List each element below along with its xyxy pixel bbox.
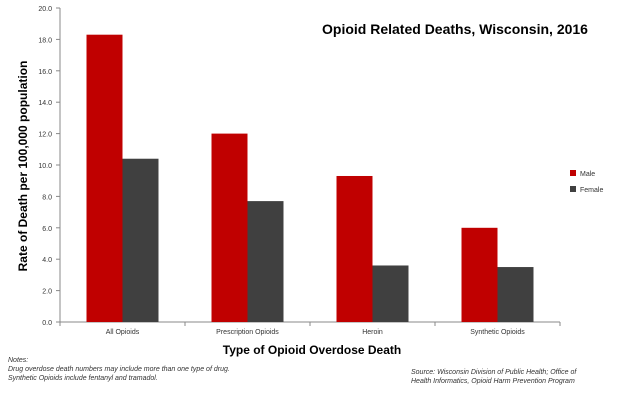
bars-group [86,34,534,322]
bar-female-0 [122,158,159,322]
chart-title: Opioid Related Deaths, Wisconsin, 2016 [322,21,588,37]
y-tick-label: 18.0 [38,37,52,44]
legend: Male Female [570,170,603,194]
notes-line-2: Synthetic Opioids include fentanyl and t… [8,375,158,382]
y-tick-label: 16.0 [38,69,52,76]
source-block: Source: Wisconsin Division of Public Hea… [411,368,616,386]
notes-heading: Notes: [8,357,29,364]
y-tick-label: 14.0 [38,100,52,107]
source-line-1: Source: Wisconsin Division of Public Hea… [411,369,577,376]
y-ticks-group: 0.0 2.0 4.0 6.0 8.0 10.0 12.0 14.0 16.0 18.0 20.0 [38,6,60,327]
x-tick-label: All Opioids [106,329,140,336]
bar-female-1 [247,201,284,322]
bar-male-0 [86,34,123,322]
legend-label-male: Male [580,171,595,178]
y-tick-label: 20.0 [38,6,52,13]
x-tick-label: Heroin [362,329,383,336]
y-tick-label: 10.0 [38,163,52,170]
source-line-2: Health Informatics, Opioid Harm Preventi… [411,378,575,385]
x-axis-label: Type of Opioid Overdose Death [223,343,401,357]
bar-female-3 [497,267,534,322]
x-tick-label: Synthetic Opioids [470,329,525,336]
notes-line-1: Drug overdose death numbers may include … [8,366,230,373]
bar-male-2 [336,175,373,322]
notes-block: Notes: Drug overdose death numbers may i… [8,356,230,383]
y-tick-label: 6.0 [42,226,52,233]
y-tick-label: 8.0 [42,194,52,201]
y-tick-label: 4.0 [42,257,52,264]
x-ticks-group: All Opioids Prescription Opioids Heroin Syn… [59,322,561,336]
x-tick-label: Prescription Opioids [216,329,279,336]
y-tick-label: 12.0 [38,132,52,139]
bar-female-2 [372,265,409,322]
legend-swatch-male [570,170,576,176]
y-axis-label: Rate of Death per 100,000 population [16,61,30,272]
bar-male-3 [461,227,498,322]
bar-male-1 [211,133,248,322]
legend-swatch-female [570,186,576,192]
y-tick-label: 2.0 [42,289,52,296]
legend-label-female: Female [580,187,603,194]
y-tick-label: 0.0 [42,320,52,327]
